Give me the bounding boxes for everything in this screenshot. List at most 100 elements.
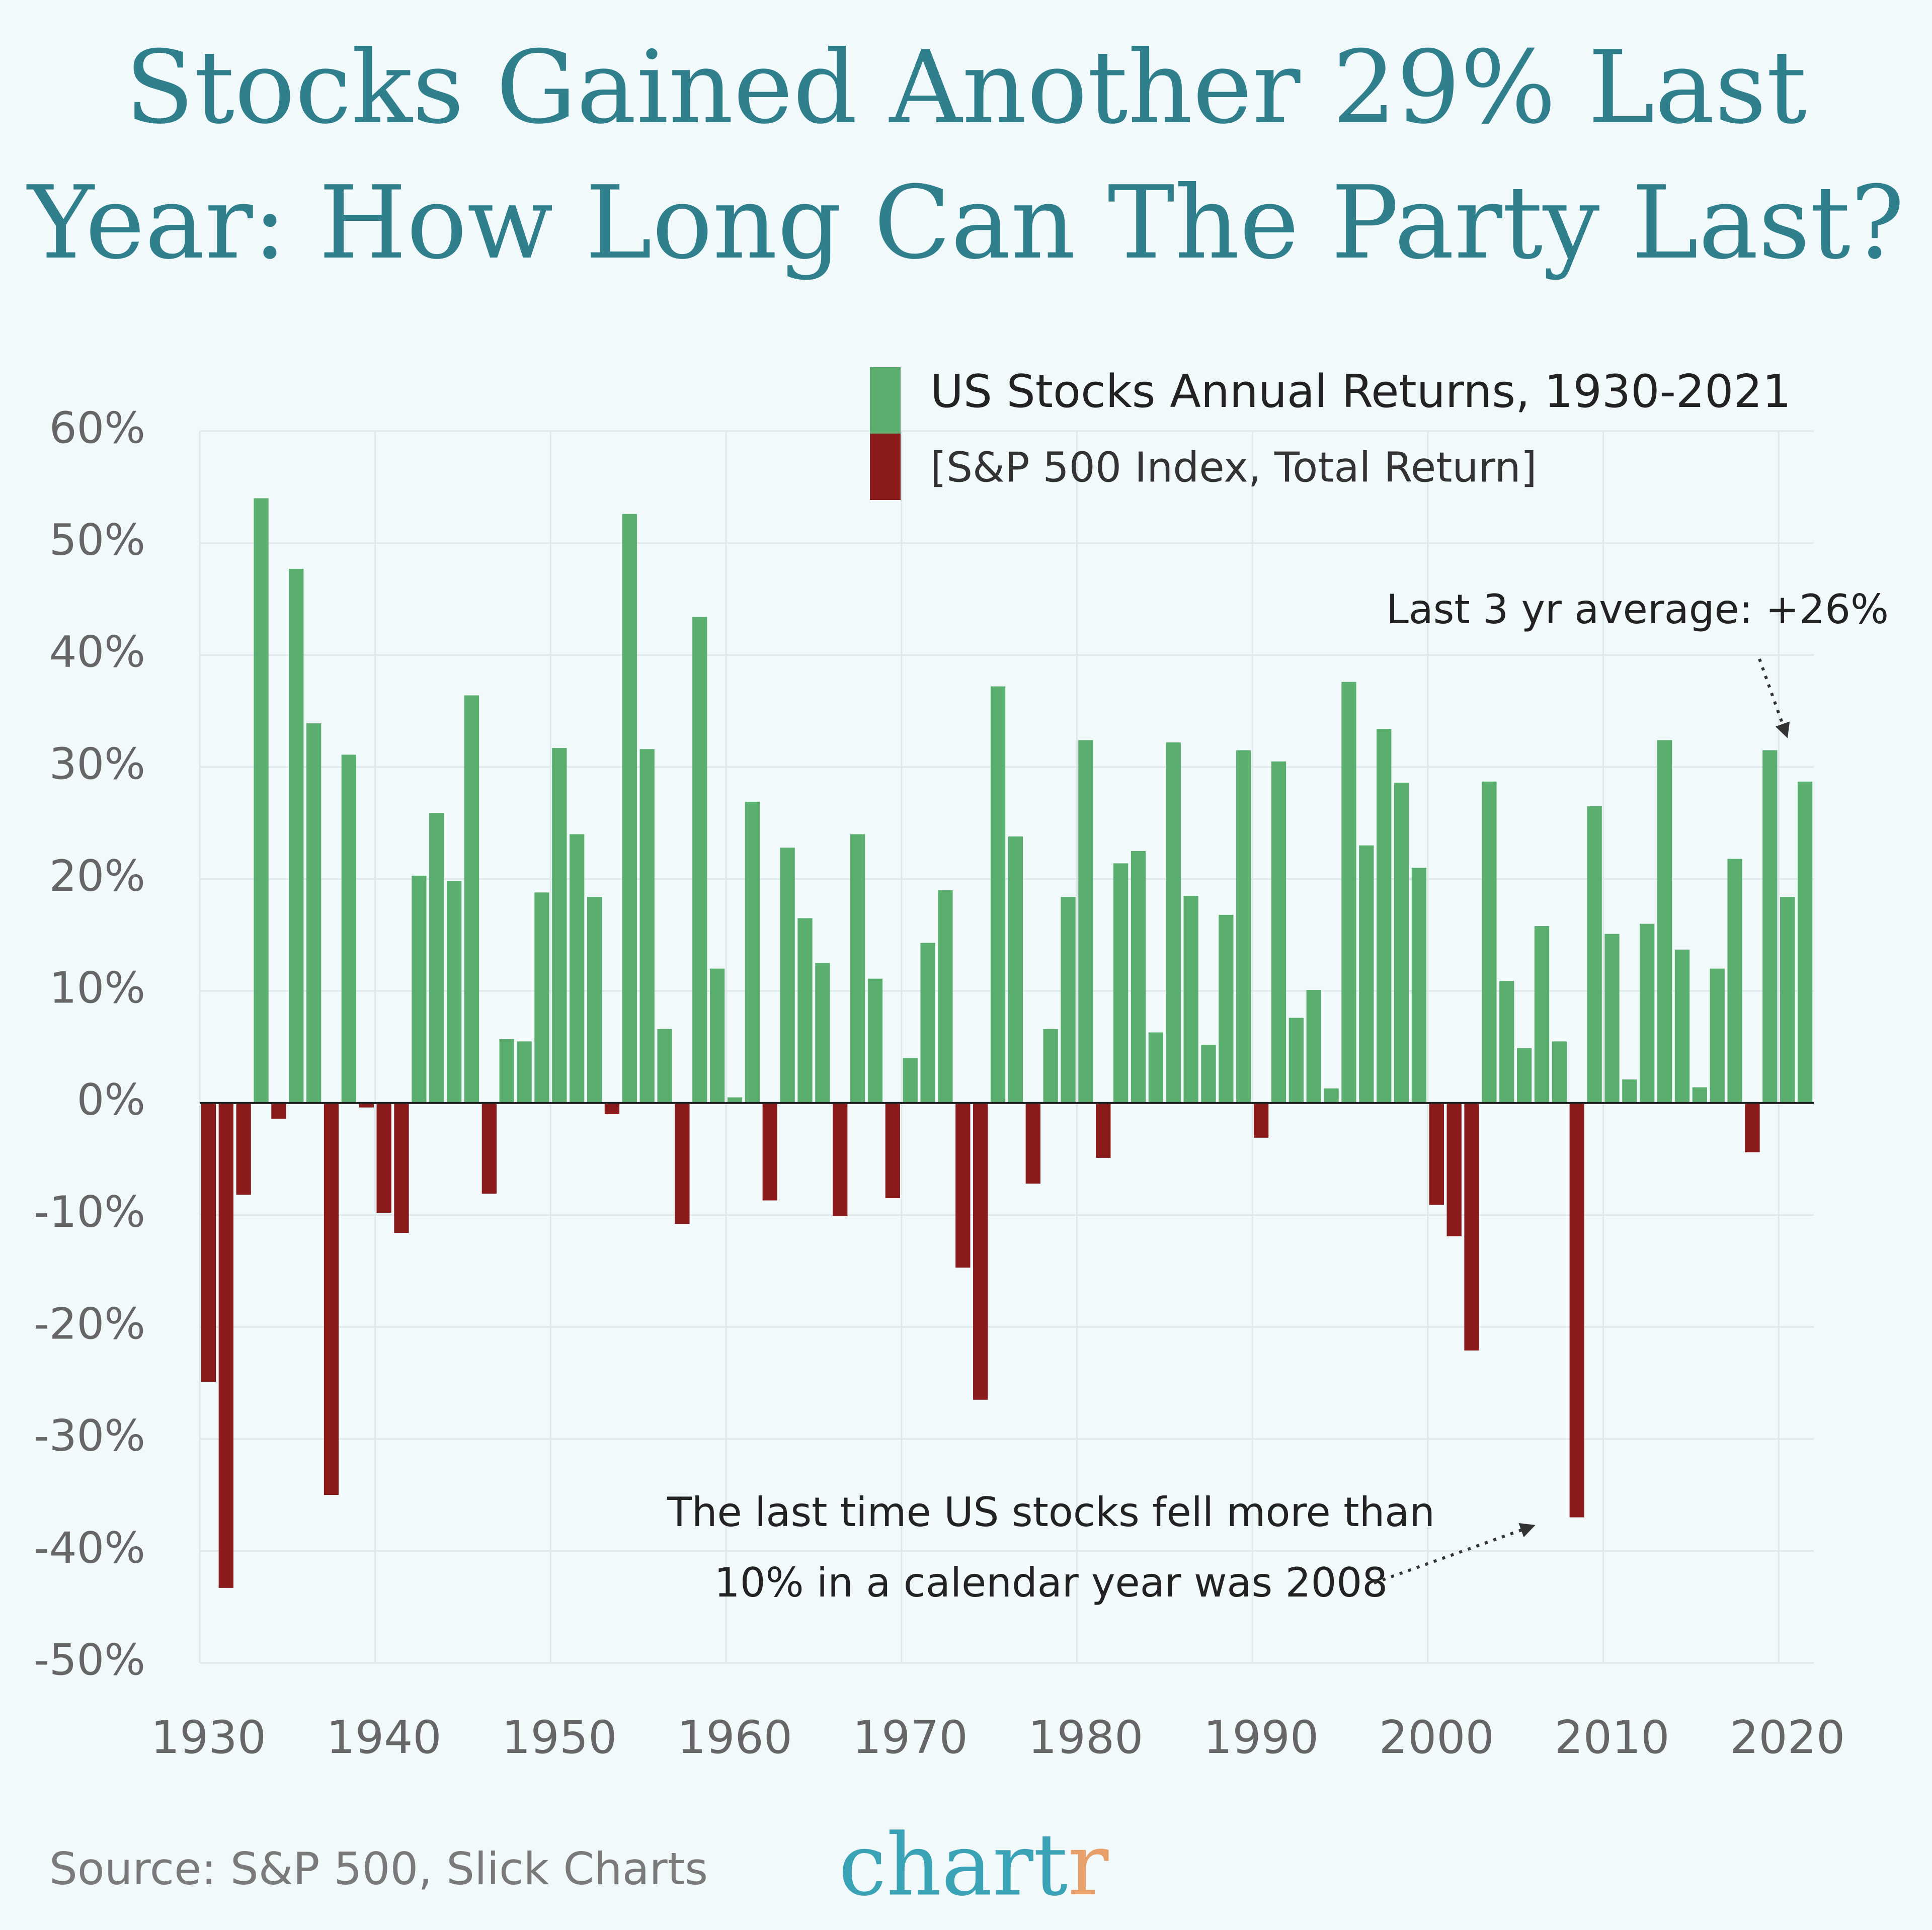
- bar: [675, 1103, 690, 1224]
- bar: [1166, 742, 1181, 1103]
- bar: [1780, 897, 1795, 1103]
- chart-title: Year: How Long Can The Party Last?: [26, 164, 1904, 282]
- y-tick-label: 40%: [49, 627, 145, 678]
- chart-subtitle: [S&P 500 Index, Total Return]: [930, 444, 1537, 491]
- y-tick-label: -40%: [34, 1523, 145, 1573]
- bar: [359, 1103, 374, 1108]
- bar: [1569, 1103, 1584, 1518]
- bar: [1411, 868, 1427, 1103]
- bar: [1148, 1032, 1164, 1103]
- bar: [745, 801, 760, 1103]
- bar: [1429, 1103, 1444, 1205]
- bar: [850, 834, 865, 1103]
- bar: [780, 848, 795, 1103]
- bar: [1289, 1018, 1304, 1103]
- annotation: Last 3 yr average: +26%: [1386, 586, 1889, 633]
- bar: [1324, 1088, 1339, 1103]
- bar: [1797, 781, 1813, 1103]
- source-note: Source: S&P 500, Slick Charts: [49, 1843, 708, 1895]
- bar: [955, 1103, 971, 1268]
- bar: [412, 875, 427, 1103]
- logo: chartr: [839, 1815, 1109, 1915]
- bar: [727, 1097, 743, 1103]
- bar: [973, 1103, 988, 1400]
- bar: [324, 1103, 339, 1495]
- bar: [1131, 851, 1146, 1103]
- bar: [1043, 1029, 1058, 1103]
- y-tick-label: 10%: [49, 963, 145, 1014]
- bar: [622, 514, 637, 1103]
- bar: [499, 1039, 514, 1103]
- bar: [1745, 1103, 1760, 1152]
- y-tick-label: -20%: [34, 1299, 145, 1350]
- y-tick-label: -50%: [34, 1635, 145, 1685]
- bar: [201, 1103, 216, 1382]
- bar: [1552, 1041, 1567, 1103]
- bar: [218, 1103, 233, 1588]
- x-tick-label: 1940: [327, 1711, 442, 1764]
- bar: [1604, 934, 1620, 1103]
- bar: [534, 892, 549, 1103]
- bar: [639, 749, 655, 1103]
- chart-title: Stocks Gained Another 29% Last: [125, 29, 1807, 146]
- y-tick-label: -10%: [34, 1187, 145, 1237]
- bar: [1587, 806, 1602, 1103]
- bars: [200, 498, 1814, 1588]
- annotation: The last time US stocks fell more than: [667, 1489, 1435, 1536]
- bar: [394, 1103, 409, 1233]
- bar: [1674, 949, 1690, 1103]
- bar: [1183, 895, 1198, 1103]
- bar: [710, 968, 725, 1103]
- bar: [1499, 981, 1514, 1103]
- bar: [1377, 729, 1392, 1103]
- bar: [1341, 682, 1356, 1103]
- bar: [885, 1103, 900, 1199]
- y-tick-label: 20%: [49, 851, 145, 901]
- bar: [1219, 914, 1234, 1103]
- legend-label: US Stocks Annual Returns, 1930-2021: [930, 365, 1791, 418]
- legend-swatch: [870, 367, 901, 434]
- y-tick-label: 60%: [49, 403, 145, 453]
- bar: [481, 1103, 497, 1194]
- bar: [1061, 897, 1076, 1103]
- bar: [464, 695, 479, 1103]
- bar: [1464, 1103, 1479, 1351]
- y-tick-label: -30%: [34, 1411, 145, 1461]
- bar: [762, 1103, 777, 1201]
- annotation: 10% in a calendar year was 2008: [714, 1559, 1388, 1606]
- bar: [833, 1103, 848, 1216]
- bar: [1359, 845, 1374, 1103]
- bar: [1008, 836, 1023, 1103]
- bar: [938, 890, 953, 1103]
- bar: [271, 1103, 286, 1119]
- bar: [429, 813, 444, 1103]
- bar: [1534, 926, 1550, 1103]
- bar: [1482, 781, 1497, 1103]
- bar: [254, 498, 269, 1103]
- y-tick-label: 0%: [77, 1075, 145, 1125]
- bar: [446, 881, 462, 1103]
- bar: [815, 963, 830, 1103]
- bar: [1096, 1103, 1111, 1158]
- bar: [1394, 783, 1409, 1103]
- x-tick-label: 2010: [1554, 1711, 1669, 1764]
- bar: [657, 1029, 672, 1103]
- bar: [1306, 989, 1321, 1103]
- bar: [236, 1103, 251, 1195]
- x-tick-label: 1950: [502, 1711, 617, 1764]
- bar: [376, 1103, 391, 1213]
- bar: [587, 897, 602, 1103]
- bar: [1025, 1103, 1040, 1184]
- bar: [306, 723, 321, 1103]
- bar: [1253, 1103, 1269, 1138]
- bar: [341, 754, 357, 1103]
- x-tick-label: 1930: [151, 1711, 266, 1764]
- bar: [692, 617, 707, 1103]
- bar: [1446, 1103, 1462, 1236]
- x-tick-label: 1990: [1203, 1711, 1319, 1764]
- y-tick-label: 50%: [49, 515, 145, 565]
- bar: [289, 568, 304, 1103]
- x-tick-label: 2000: [1379, 1711, 1494, 1764]
- bar: [570, 834, 585, 1103]
